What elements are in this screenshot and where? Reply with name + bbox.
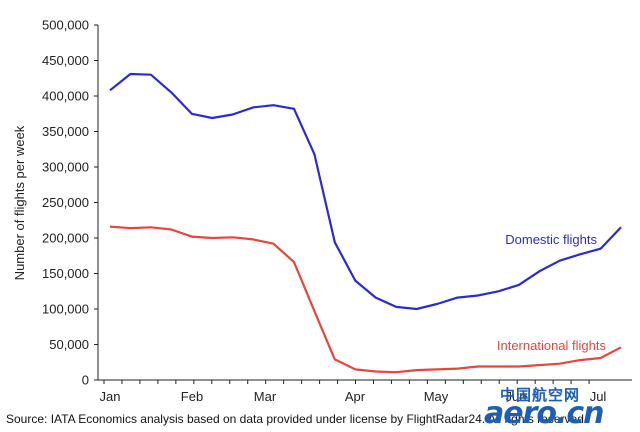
x-tick-label: Jun: [506, 389, 527, 404]
international-flights-label: International flights: [497, 338, 607, 353]
y-tick-label: 150,000: [42, 266, 89, 281]
x-tick-label: Mar: [254, 389, 277, 404]
y-axis-label: Number of flights per week: [12, 125, 27, 280]
y-tick-label: 250,000: [42, 195, 89, 210]
x-tick-label: May: [424, 389, 449, 404]
y-tick-label: 50,000: [49, 337, 89, 352]
x-tick-label: Apr: [345, 389, 366, 404]
y-axis: 0 50,000 100,000 150,000 200,000 250,000 300,0…: [42, 18, 99, 388]
x-axis: Jan Feb Mar Apr May Jun Jul: [98, 379, 632, 404]
y-tick-label: 400,000: [42, 89, 89, 104]
y-tick-label: 450,000: [42, 53, 89, 68]
y-tick-label: 300,000: [42, 160, 89, 175]
international-flights-line: [109, 225, 622, 374]
y-tick-label: 500,000: [42, 18, 89, 33]
watermark-chinese-text: 中国航空网: [500, 386, 581, 404]
source-note: Source: IATA Economics analysis based on…: [6, 412, 588, 426]
watermark-logo-text: aero.cn: [484, 396, 605, 431]
domestic-flights-line: [109, 72, 622, 311]
aero-cn-watermark: 中国航空网 aero.cn: [484, 384, 634, 431]
x-tick-label: Jan: [100, 389, 121, 404]
y-tick-label: 350,000: [42, 124, 89, 139]
y-tick-label: 100,000: [42, 302, 89, 317]
x-tick-label: Jul: [590, 389, 607, 404]
x-tick-label: Feb: [181, 389, 203, 404]
y-tick-label: 0: [82, 373, 89, 388]
series-layer: Domestic flights International flights: [109, 72, 622, 374]
y-tick-label: 200,000: [42, 231, 89, 246]
domestic-flights-label: Domestic flights: [505, 232, 597, 247]
